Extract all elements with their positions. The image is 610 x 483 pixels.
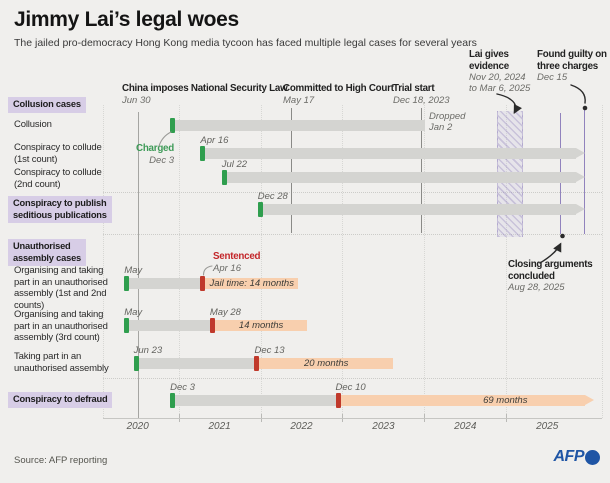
ref-line-nsl: [137, 112, 139, 418]
case-bar-arrow: [576, 148, 586, 158]
jail-term-bar: [340, 395, 586, 406]
jail-term-label: 20 months: [304, 358, 349, 369]
sentence-marker: [335, 393, 341, 408]
section-separator: [103, 377, 602, 379]
annotation-sentenced: Sentenced Apr 16: [213, 251, 261, 274]
annotation-committed: Committed to High Court May 17: [283, 83, 394, 106]
charge-marker: [133, 356, 139, 371]
case-bar-gray: [135, 358, 257, 369]
plot-right-border: [602, 105, 603, 418]
case-bar-gray: [202, 148, 577, 159]
case-label: Conspiracy to collude (2nd count): [14, 167, 102, 190]
afp-logo: AFP: [553, 448, 600, 466]
jail-term-bar: [214, 320, 308, 331]
jail-term-arrow: [585, 395, 595, 405]
source-note: Source: AFP reporting: [14, 455, 108, 466]
year-gridline: [342, 105, 344, 418]
sentence-marker: [209, 318, 215, 333]
axis-year-label: 2020: [126, 421, 149, 432]
jail-term-bar: [205, 278, 299, 289]
charge-date-label: May: [124, 307, 143, 318]
case-bar-gray: [223, 172, 577, 183]
annotation-guilty: Found guilty on three charges Dec 15: [537, 49, 607, 83]
jail-term-bar: [259, 358, 393, 369]
annotation-closing: Closing arguments concluded Aug 28, 2025: [508, 259, 593, 293]
case-label: Collusion: [14, 119, 52, 130]
sentence-date-label: Dec 13: [254, 345, 285, 356]
axis-year-label: 2024: [454, 421, 477, 432]
charge-marker: [124, 276, 130, 291]
case-label: Conspiracy to collude (1st count): [14, 142, 102, 165]
charge-marker: [200, 146, 206, 161]
year-gridline: [506, 105, 508, 418]
charge-date-label: Jul 22: [221, 159, 248, 170]
charge-date-label: Dec 3: [170, 382, 195, 393]
annotation-dropped: Dropped Jan 2: [429, 111, 466, 133]
case-bar-gray: [126, 320, 212, 331]
case-bar-gray: [259, 204, 577, 215]
sentence-date-label: May 28: [209, 307, 241, 318]
charge-date-label: Jun 23: [133, 345, 163, 356]
section-header: Unauthorised assembly cases: [8, 239, 87, 266]
subtitle: The jailed pro-democracy Hong Kong media…: [14, 37, 477, 49]
year-gridline: [424, 105, 426, 418]
case-bar-arrow: [576, 172, 586, 182]
annotation-nsl: China imposes National Security Law Jun 3…: [122, 83, 288, 106]
axis-baseline: [103, 418, 602, 419]
charge-marker: [170, 118, 176, 133]
section-header: Conspiracy to defraud: [8, 392, 113, 408]
charge-marker: [124, 318, 130, 333]
axis-year-label: 2023: [372, 421, 395, 432]
case-bar-arrow: [576, 204, 586, 214]
charge-date-label: Apr 16: [200, 135, 229, 146]
jail-term-label: 14 months: [238, 320, 284, 331]
ref-line-committed: [291, 108, 293, 233]
annotation-charged: Charged Dec 3: [136, 143, 174, 166]
annotation-evidence: Lai gives evidence Nov 20, 2024 to Mar 6, 2…: [469, 49, 531, 94]
section-header: Collusion cases: [8, 97, 86, 113]
case-label: Organising and taking part in an unauthor…: [14, 265, 108, 311]
jail-term-label: Jail time: 14 months: [209, 278, 294, 289]
case-bar-gray: [172, 120, 425, 131]
case-label: Taking part in an unauthorised assembly: [14, 351, 109, 374]
axis-year-label: 2022: [290, 421, 313, 432]
case-bar-gray: [172, 395, 338, 406]
sentence-marker: [254, 356, 260, 371]
charge-marker: [170, 393, 176, 408]
plot-left-border: [103, 105, 104, 418]
case-bar-gray: [126, 278, 203, 289]
charge-date-label: May: [124, 265, 143, 276]
section-separator: [103, 191, 602, 193]
page-title: Jimmy Lai’s legal woes: [14, 8, 239, 31]
section-header: Conspiracy to publish seditious publicati…: [8, 196, 112, 223]
annotation-trial: Trial start Dec 18, 2023: [393, 83, 450, 106]
year-gridline: [260, 105, 262, 418]
year-gridline: [178, 105, 180, 418]
case-label: Organising and taking part in an unauthor…: [14, 309, 108, 343]
afp-logo-text: AFP: [553, 448, 585, 465]
afp-globe-icon: [585, 449, 600, 465]
sentence-date-label: Dec 10: [335, 382, 366, 393]
section-separator: [103, 233, 602, 235]
charge-date-label: Dec 28: [257, 191, 288, 202]
axis-year-label: 2021: [208, 421, 231, 432]
axis-year-label: 2025: [536, 421, 559, 432]
sentence-marker: [200, 276, 206, 291]
charge-marker: [257, 202, 263, 217]
jail-term-label: 69 months: [483, 395, 528, 406]
ref-line-trial: [421, 108, 423, 233]
charge-marker: [221, 170, 227, 185]
